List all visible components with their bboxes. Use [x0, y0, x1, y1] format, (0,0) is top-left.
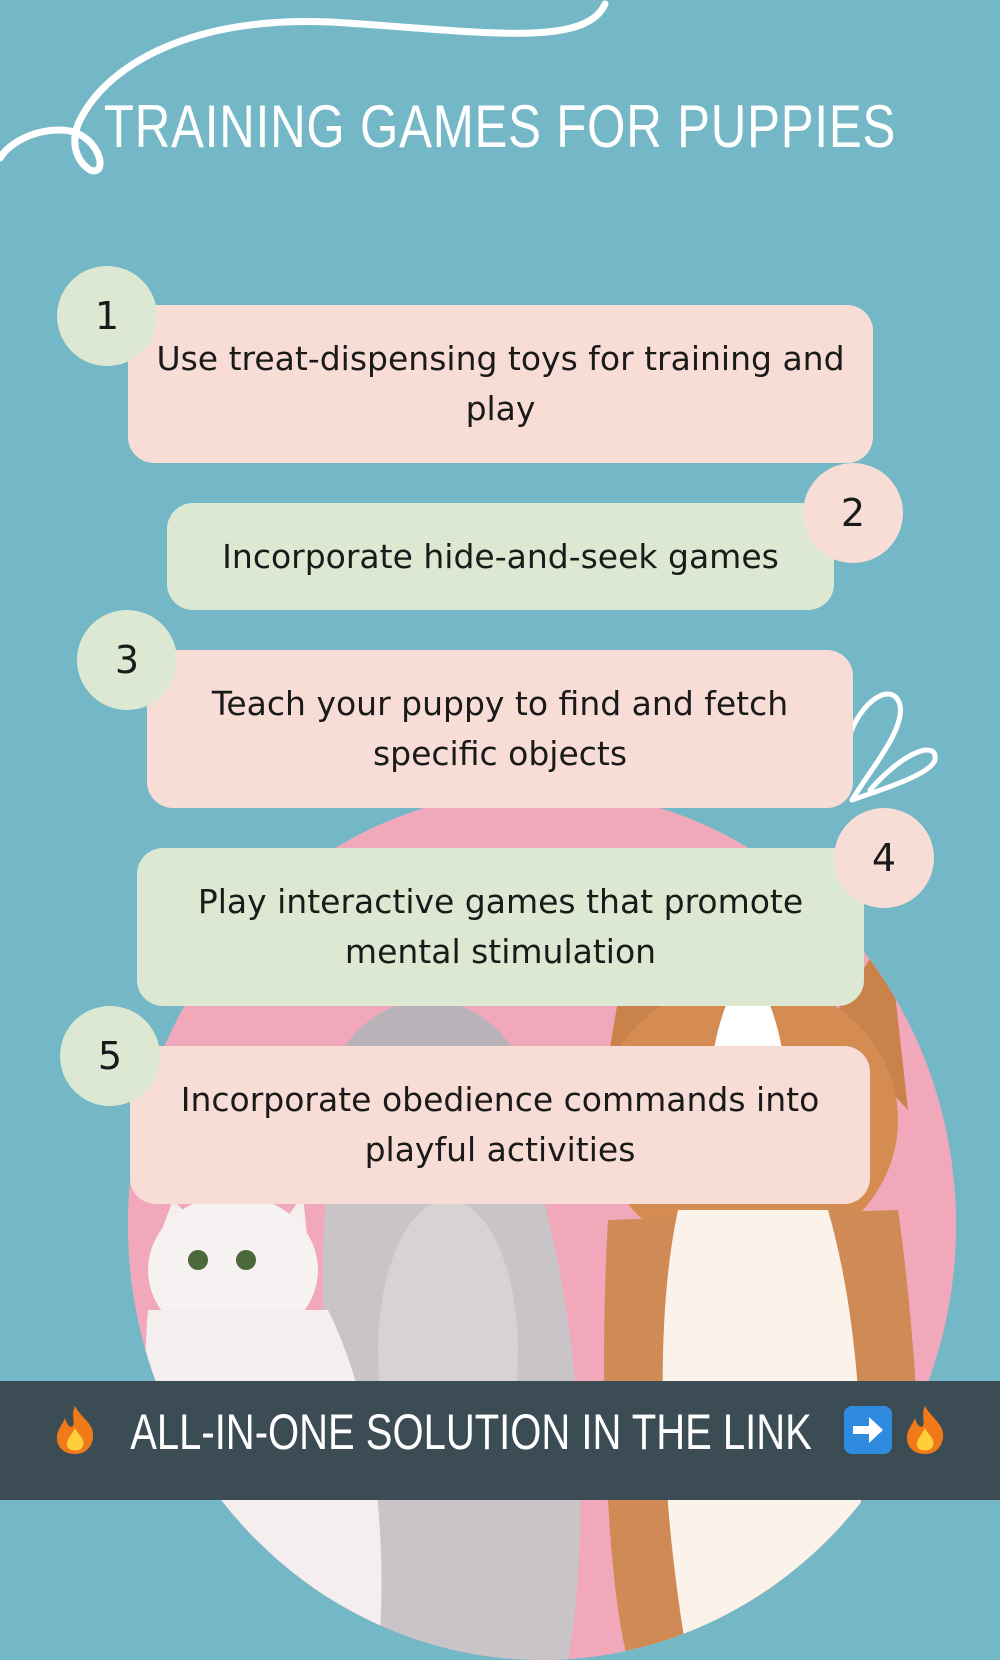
- footer-cta-bar[interactable]: ALL-IN-ONE SOLUTION IN THE LINK: [0, 1381, 1000, 1500]
- tip-number-badge-4: 4: [834, 808, 934, 908]
- fire-icon: [51, 1404, 99, 1460]
- footer-cta-label[interactable]: ALL-IN-ONE SOLUTION IN THE LINK: [130, 1403, 812, 1461]
- tip-card-2: Incorporate hide-and-seek games: [167, 503, 834, 610]
- tip-card-1: Use treat-dispensing toys for training a…: [128, 305, 873, 463]
- footer-cta[interactable]: ALL-IN-ONE SOLUTION IN THE LINK: [0, 1403, 1000, 1461]
- infographic-page: { "header": { "title": "TRAINING GAMES F…: [0, 0, 1000, 1500]
- tip-card-4: Play interactive games that promote ment…: [137, 848, 864, 1006]
- tip-number-badge-1: 1: [57, 266, 157, 366]
- tip-card-5: Incorporate obedience commands into play…: [130, 1046, 870, 1204]
- tip-card-3: Teach your puppy to find and fetch speci…: [147, 650, 853, 808]
- tip-number-badge-5: 5: [60, 1006, 160, 1106]
- corgi-illustration: [598, 930, 922, 1660]
- tip-text-5: Incorporate obedience commands into play…: [156, 1075, 844, 1175]
- tip-text-4: Play interactive games that promote ment…: [163, 877, 838, 977]
- arrow-right-icon: [843, 1405, 893, 1459]
- tip-text-2: Incorporate hide-and-seek games: [222, 532, 779, 582]
- page-title: TRAINING GAMES FOR PUPPIES: [90, 92, 910, 161]
- tip-number-badge-3: 3: [77, 610, 177, 710]
- fire-icon: [901, 1404, 949, 1460]
- tip-number-badge-2: 2: [803, 463, 903, 563]
- tip-text-1: Use treat-dispensing toys for training a…: [154, 334, 847, 434]
- tip-text-3: Teach your puppy to find and fetch speci…: [173, 679, 827, 779]
